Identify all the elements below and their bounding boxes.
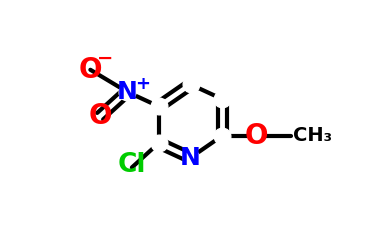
Text: N: N [117,80,138,104]
Text: CH₃: CH₃ [293,126,332,145]
Text: N: N [180,146,201,170]
Text: Cl: Cl [118,152,146,178]
Text: −: − [97,49,113,68]
Text: O: O [78,56,102,84]
Text: +: + [135,75,150,93]
Text: O: O [88,102,112,130]
Text: O: O [245,122,268,150]
